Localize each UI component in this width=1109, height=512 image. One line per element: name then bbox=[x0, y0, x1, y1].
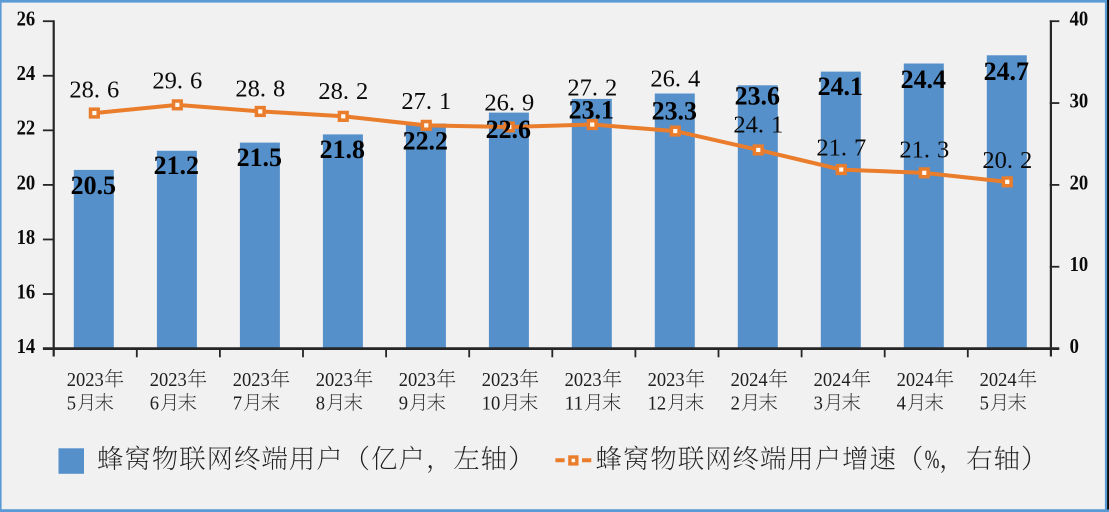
svg-text:10: 10 bbox=[482, 392, 501, 414]
svg-text:8: 8 bbox=[316, 392, 325, 414]
svg-text:2024: 2024 bbox=[731, 369, 768, 391]
svg-text:2023: 2023 bbox=[399, 369, 436, 391]
svg-text:7: 7 bbox=[233, 392, 242, 414]
svg-text:12: 12 bbox=[648, 392, 667, 414]
svg-text:5: 5 bbox=[980, 392, 989, 414]
svg-text:21.3: 21. 3 bbox=[899, 137, 949, 164]
svg-text:23.3: 23.3 bbox=[652, 96, 697, 126]
svg-text:28.6: 28. 6 bbox=[69, 77, 119, 104]
svg-text:3: 3 bbox=[814, 392, 823, 414]
svg-text:40: 40 bbox=[1070, 7, 1089, 31]
svg-text:20.5: 20.5 bbox=[71, 170, 116, 200]
svg-text:5: 5 bbox=[67, 392, 76, 414]
svg-text:10: 10 bbox=[1070, 252, 1089, 276]
svg-text:28.2: 28. 2 bbox=[318, 78, 368, 105]
svg-text:26: 26 bbox=[17, 7, 36, 31]
svg-text:21.8: 21.8 bbox=[320, 134, 365, 164]
svg-text:2024: 2024 bbox=[897, 369, 934, 391]
svg-text:18: 18 bbox=[17, 225, 36, 249]
svg-text:2023: 2023 bbox=[565, 369, 602, 391]
svg-text:21.2: 21.2 bbox=[154, 150, 199, 180]
svg-text:11: 11 bbox=[565, 392, 584, 414]
svg-text:26.9: 26. 9 bbox=[484, 89, 534, 116]
svg-text:23.1: 23.1 bbox=[569, 94, 614, 124]
svg-text:24.1: 24.1 bbox=[818, 71, 863, 101]
svg-text:28.8: 28. 8 bbox=[235, 75, 285, 102]
svg-text:20: 20 bbox=[17, 170, 36, 194]
svg-text:2023: 2023 bbox=[648, 369, 685, 391]
svg-text:0: 0 bbox=[1070, 334, 1079, 358]
svg-text:9: 9 bbox=[399, 392, 408, 414]
svg-text:24.7: 24.7 bbox=[984, 56, 1029, 86]
svg-text:20: 20 bbox=[1070, 170, 1089, 194]
svg-text:2: 2 bbox=[731, 392, 740, 414]
svg-text:20.2: 20. 2 bbox=[982, 147, 1032, 174]
svg-text:14: 14 bbox=[17, 334, 36, 358]
svg-text:29.6: 29. 6 bbox=[152, 68, 202, 95]
svg-text:16: 16 bbox=[17, 279, 36, 303]
svg-text:21.5: 21.5 bbox=[237, 142, 282, 172]
svg-text:2023: 2023 bbox=[67, 369, 104, 391]
svg-text:26.4: 26. 4 bbox=[650, 65, 700, 92]
svg-text:22.2: 22.2 bbox=[403, 125, 448, 155]
svg-text:4: 4 bbox=[897, 392, 906, 414]
svg-text:2023: 2023 bbox=[233, 369, 270, 391]
svg-text:24.1: 24.1 bbox=[733, 112, 783, 139]
svg-text:23.6: 23.6 bbox=[735, 81, 780, 111]
svg-text:22: 22 bbox=[17, 116, 36, 140]
svg-text:30: 30 bbox=[1070, 89, 1089, 113]
svg-text:2024: 2024 bbox=[980, 369, 1017, 391]
svg-text:27.2: 27. 2 bbox=[567, 74, 617, 101]
svg-text:2023: 2023 bbox=[482, 369, 519, 391]
svg-text:22.6: 22.6 bbox=[486, 114, 531, 144]
svg-text:2024: 2024 bbox=[814, 369, 851, 391]
svg-text:27.1: 27. 1 bbox=[401, 88, 451, 115]
svg-text:24.4: 24.4 bbox=[901, 64, 946, 94]
svg-text:21.7: 21. 7 bbox=[816, 135, 866, 162]
svg-text:2023: 2023 bbox=[316, 369, 353, 391]
svg-text:%: % bbox=[925, 444, 940, 474]
svg-text:24: 24 bbox=[17, 61, 36, 85]
svg-text:6: 6 bbox=[150, 392, 159, 414]
svg-text:2023: 2023 bbox=[150, 369, 187, 391]
